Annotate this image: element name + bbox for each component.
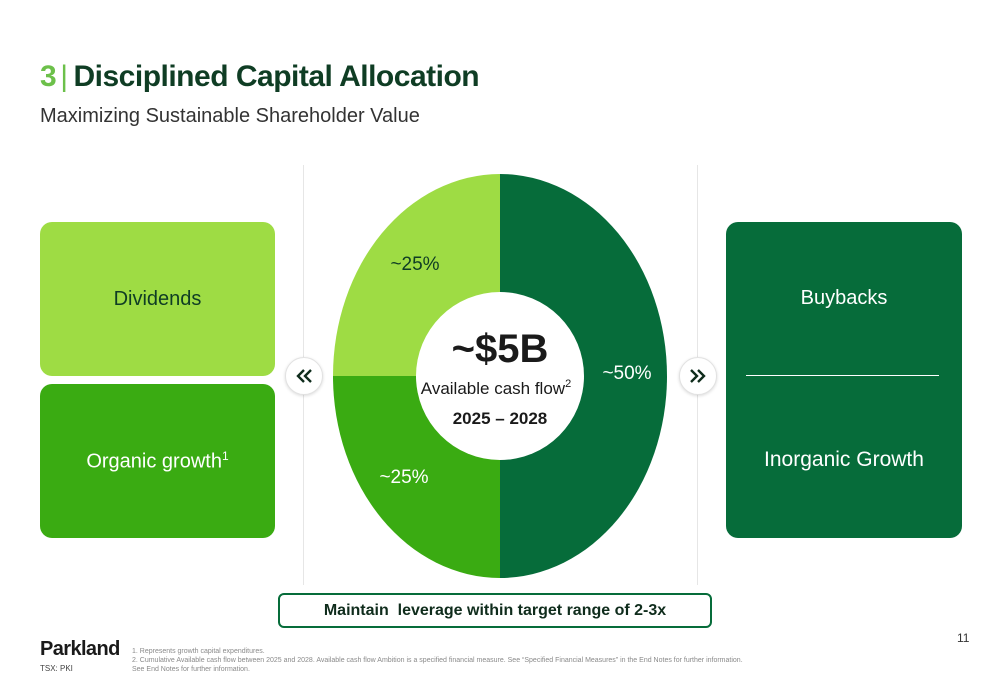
box-separator: [746, 375, 939, 376]
slice-label-1: ~50%: [602, 363, 651, 384]
footnote-ref-2: 2: [565, 378, 571, 390]
slice-label-0: ~25%: [390, 254, 439, 275]
page-title: 3 | Disciplined Capital Allocation: [40, 60, 480, 94]
inorganic-growth-label: Inorganic Growth: [764, 448, 924, 471]
footnote-1: 1. Represents growth capital expenditure…: [132, 648, 265, 655]
title-divider: |: [60, 60, 68, 93]
organic-growth-text: Organic growth: [86, 450, 222, 473]
center-label: Available cash flow2: [421, 378, 571, 398]
donut-hole: [416, 292, 584, 460]
leverage-note: Maintain leverage within target range of…: [278, 593, 712, 628]
slice-label-2: ~25%: [379, 467, 428, 488]
page-subtitle: Maximizing Sustainable Shareholder Value: [40, 105, 420, 127]
parkland-logo: Parkland: [40, 638, 120, 660]
page-number: 11: [957, 631, 970, 645]
footnote-ref-1: 1: [221, 448, 229, 463]
dividends-label: Dividends: [113, 287, 202, 310]
footnote-2: 2. Cumulative Available cash flow betwee…: [132, 657, 743, 664]
center-label-text: Available cash flow: [421, 379, 566, 398]
section-number: 3: [40, 60, 57, 93]
title-text: Disciplined Capital Allocation: [73, 60, 480, 93]
buybacks-label: Buybacks: [800, 287, 888, 309]
double-chevron-left-icon: [285, 357, 323, 395]
ticker-symbol: TSX: PKI: [40, 664, 73, 673]
double-chevron-right-icon: [679, 357, 717, 395]
organic-growth-box: Organic growth1: [40, 384, 275, 538]
center-amount: ~$5B: [452, 327, 549, 371]
footnote-3: See End Notes for further information.: [132, 666, 250, 673]
buybacks-inorganic-box: Buybacks Inorganic Growth: [726, 222, 962, 538]
dividends-box: Dividends: [40, 222, 275, 376]
center-years: 2025 – 2028: [453, 409, 548, 428]
organic-growth-label: Organic growth1: [86, 449, 228, 474]
